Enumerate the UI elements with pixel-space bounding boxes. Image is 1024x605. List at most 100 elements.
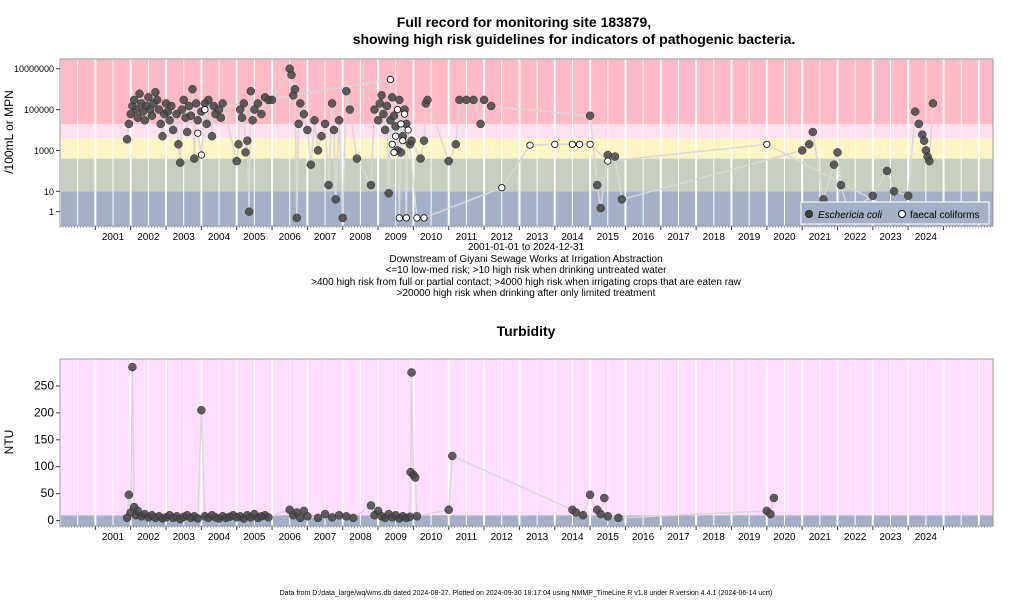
- point-e-coli: [342, 86, 351, 96]
- point-e-coli: [329, 125, 339, 135]
- point-e-coli: [135, 89, 144, 98]
- point-faecal-coliforms: [390, 148, 398, 156]
- point-e-coli: [928, 99, 938, 108]
- legend-faecal-label: faecal coliforms: [910, 210, 979, 221]
- point-e-coli: [140, 116, 150, 125]
- x-tick-label: 2015: [597, 232, 620, 243]
- point-e-coli: [290, 84, 300, 94]
- point-e-coli: [766, 509, 775, 519]
- point-e-coli: [444, 156, 453, 166]
- point-e-coli: [151, 88, 160, 97]
- point-e-coli: [232, 156, 241, 166]
- point-e-coli: [377, 91, 386, 100]
- point-e-coli: [306, 160, 316, 169]
- point-e-coli: [191, 99, 201, 108]
- point-faecal-coliforms: [498, 184, 506, 192]
- point-e-coli: [338, 213, 347, 223]
- point-e-coli: [373, 116, 383, 125]
- point-faecal-coliforms: [526, 141, 534, 149]
- point-e-coli: [596, 203, 605, 213]
- point-faecal-coliforms: [763, 140, 771, 148]
- x-tick-label: 2018: [703, 232, 726, 243]
- point-e-coli: [382, 101, 392, 111]
- y-tick-label: 1000: [34, 146, 54, 156]
- point-e-coli: [243, 136, 252, 145]
- point-e-coli: [303, 512, 312, 521]
- point-faecal-coliforms: [197, 151, 205, 159]
- point-e-coli: [177, 105, 187, 114]
- point-e-coli: [327, 513, 337, 522]
- x-tick-label: 2005: [243, 532, 266, 543]
- x-tick-label: 2015: [597, 532, 620, 543]
- point-faecal-coliforms: [413, 214, 421, 222]
- x-axis-ticks: 2001 2002 2003 2004 2005 2006 2007 2008 2009 2010…: [59, 526, 991, 543]
- data-points: [122, 64, 938, 223]
- point-e-coli: [585, 111, 595, 120]
- point-e-coli: [889, 187, 899, 196]
- point-e-coli: [168, 125, 178, 135]
- risk-note-1: <=10 low-med risk; >10 high risk when dr…: [386, 265, 668, 276]
- x-tick-label: 2017: [667, 232, 690, 243]
- point-e-coli: [407, 368, 416, 377]
- x-tick-label: 2021: [809, 532, 832, 543]
- point-e-coli: [379, 109, 388, 119]
- plot-frame: [59, 358, 994, 527]
- point-e-coli: [239, 99, 249, 108]
- point-e-coli: [614, 513, 623, 523]
- point-e-coli: [234, 140, 243, 149]
- point-e-coli: [264, 513, 273, 522]
- data-points: [122, 362, 779, 524]
- point-e-coli: [882, 166, 892, 176]
- point-e-coli: [241, 148, 250, 157]
- point-e-coli: [296, 513, 305, 523]
- risk-note-2: >400 high risk from full or partial cont…: [311, 277, 741, 288]
- point-e-coli: [299, 109, 309, 119]
- point-e-coli: [310, 116, 319, 125]
- point-e-coli: [342, 512, 351, 521]
- point-faecal-coliforms: [201, 106, 209, 114]
- band-turb_blue: [60, 515, 993, 526]
- gridlines: [59, 359, 998, 526]
- point-e-coli: [216, 113, 226, 122]
- point-e-coli: [190, 154, 199, 163]
- point-e-coli: [197, 405, 206, 415]
- point-e-coli: [287, 70, 296, 80]
- point-e-coli: [366, 180, 376, 190]
- x-tick-label: 2024: [915, 232, 938, 243]
- point-e-coli: [603, 512, 613, 521]
- point-e-coli: [207, 131, 217, 141]
- x-tick-label: 2023: [879, 532, 902, 543]
- point-e-coli: [237, 113, 247, 122]
- point-e-coli: [370, 105, 379, 114]
- point-e-coli: [294, 119, 303, 129]
- x-tick-label: 2006: [279, 532, 302, 543]
- point-e-coli: [324, 180, 333, 190]
- point-e-coli: [152, 95, 162, 105]
- point-e-coli: [257, 109, 266, 119]
- x-tick-label: 2010: [420, 232, 443, 243]
- y-axis-ticks: 10000000 100000 1000 10 1: [14, 64, 60, 217]
- legend-ecoli-marker: [805, 210, 813, 218]
- x-tick-label: 2020: [773, 232, 796, 243]
- point-e-coli: [419, 136, 429, 145]
- point-e-coli: [327, 99, 337, 108]
- y-tick-label: 10: [44, 187, 54, 197]
- risk-note-3: >20000 high risk when drinking after onl…: [397, 288, 656, 299]
- x-tick-label: 2023: [879, 232, 902, 243]
- legend: Eschericia coli faecal coliforms: [800, 201, 990, 225]
- point-e-coli: [375, 99, 385, 108]
- point-e-coli: [345, 105, 355, 114]
- point-e-coli: [129, 95, 139, 105]
- x-tick-label: 2012: [491, 232, 514, 243]
- point-e-coli: [218, 99, 227, 108]
- y-axis-label: /100mL or MPN: [2, 90, 16, 174]
- x-tick-label: 2010: [420, 532, 443, 543]
- x-tick-label: 2021: [809, 232, 832, 243]
- y-axis-label: NTU: [2, 430, 16, 455]
- x-tick-label: 2002: [137, 532, 160, 543]
- point-e-coli: [124, 119, 134, 129]
- band-band_sage: [60, 158, 993, 192]
- point-e-coli: [167, 101, 176, 111]
- point-e-coli: [914, 119, 924, 129]
